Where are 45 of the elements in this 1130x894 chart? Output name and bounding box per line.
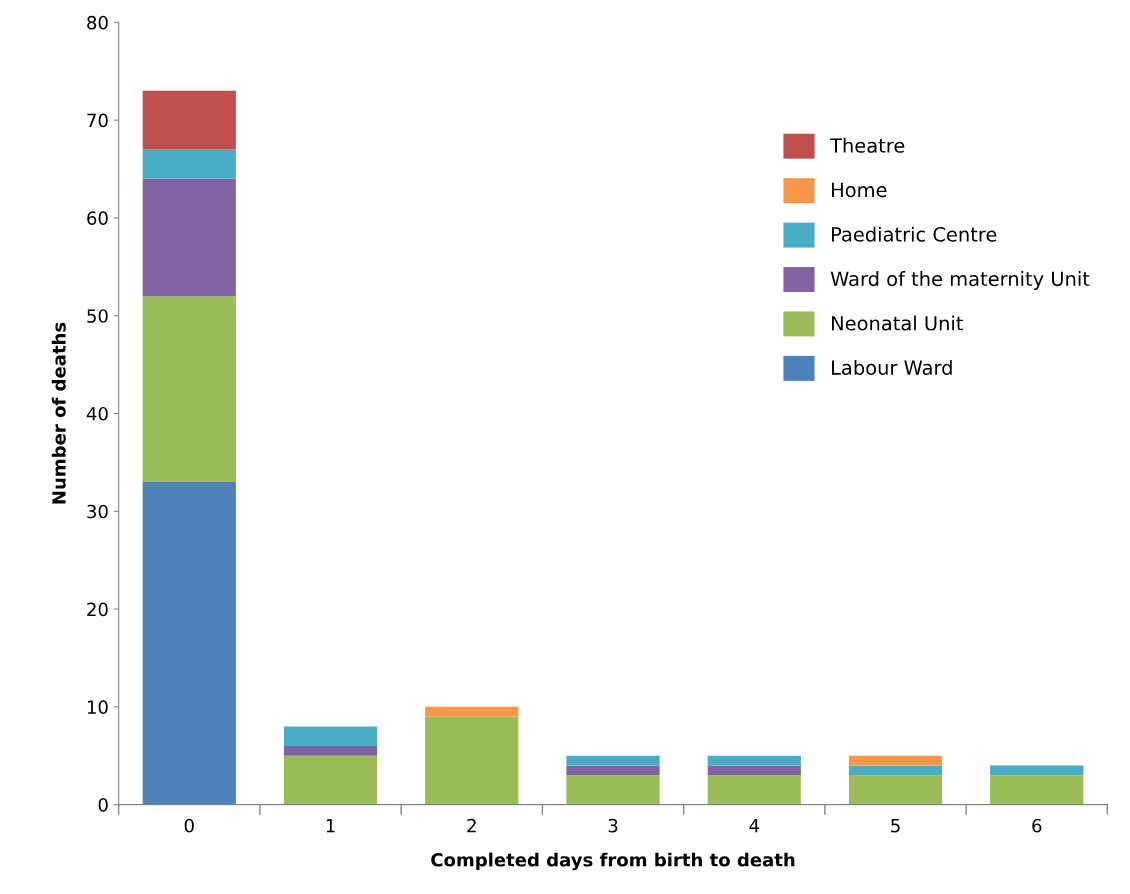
- bar: [848, 765, 943, 776]
- legend-label: Ward of the maternity Unit: [830, 271, 1090, 290]
- bar: [566, 765, 660, 776]
- bar: [707, 755, 801, 766]
- bar: [425, 706, 519, 717]
- y-tick-label: 0: [98, 798, 108, 812]
- x-tick-label: 0: [184, 818, 194, 833]
- x-tick-label: 3: [608, 818, 618, 833]
- x-tick-label: 5: [891, 819, 900, 833]
- bar: [142, 481, 236, 805]
- bar: [142, 149, 236, 179]
- y-tick-label: 50: [87, 309, 108, 323]
- y-tick-label: 80: [87, 15, 108, 30]
- bar: [142, 296, 236, 482]
- bar: [848, 775, 943, 805]
- bar: [990, 775, 1084, 805]
- bar: [142, 178, 236, 297]
- y-tick-label: 40: [86, 406, 108, 421]
- bar: [425, 716, 519, 805]
- y-tick-label: 70: [87, 113, 108, 128]
- y-tick-label: 60: [87, 211, 108, 226]
- x-axis-title: Completed days from birth to death: [431, 852, 795, 871]
- y-tick-label: 20: [87, 602, 108, 617]
- bar: [283, 745, 378, 756]
- bar: [707, 775, 801, 805]
- bar: [566, 775, 660, 805]
- bar: [142, 90, 236, 150]
- bar: [566, 755, 660, 766]
- x-tick-label: 2: [467, 818, 476, 833]
- y-tick-label: 30: [87, 504, 108, 519]
- y-tick-label: 10: [87, 700, 108, 714]
- legend-label: Labour Ward: [832, 359, 952, 376]
- legend-label: Theatre: [830, 137, 905, 153]
- legend-label: Neonatal Unit: [832, 315, 963, 331]
- x-tick-label: 4: [749, 819, 760, 833]
- x-tick-label: 1: [326, 819, 335, 833]
- bar: [707, 765, 801, 776]
- bar: [848, 755, 943, 766]
- legend-label: Home: [832, 182, 887, 198]
- y-axis-title: Number of deaths: [51, 322, 66, 504]
- legend-label: Paediatric Centre: [832, 226, 997, 242]
- bar: [283, 726, 378, 746]
- x-tick-label: 6: [1032, 818, 1042, 833]
- bar: [990, 765, 1084, 776]
- bar: [283, 755, 378, 805]
